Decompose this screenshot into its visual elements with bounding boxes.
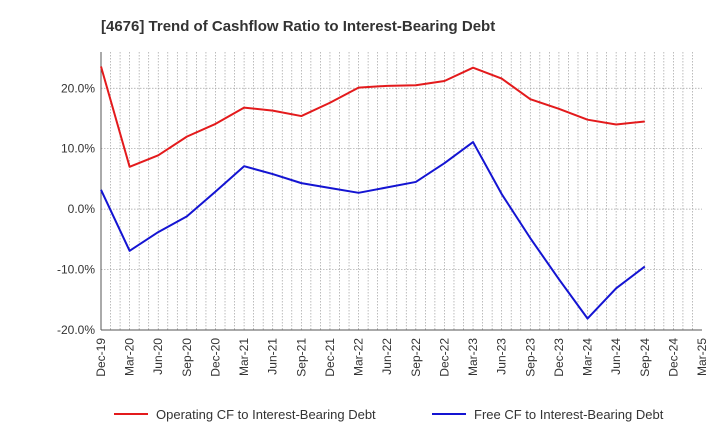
x-tick-label: Sep-20 [180,338,194,377]
x-tick-label: Sep-24 [638,338,652,377]
x-tick-label: Dec-19 [94,338,108,377]
y-tick-label: -20.0% [57,323,95,337]
plot-area [101,52,702,330]
x-tick-label: Dec-22 [437,338,451,377]
x-tick-label: Jun-23 [495,338,509,375]
x-tick-label: Sep-21 [294,338,308,377]
x-tick-label: Mar-25 [695,338,709,376]
x-tick-label: Mar-21 [237,338,251,376]
y-tick-label: -10.0% [57,263,95,277]
chart-title: [4676] Trend of Cashflow Ratio to Intere… [101,18,495,35]
grid [101,52,702,331]
series-line-1 [100,66,645,168]
x-tick-label: Sep-22 [409,338,423,377]
x-tick-label: Mar-22 [352,338,366,376]
series-line-2 [100,141,646,320]
x-tick-label: Dec-23 [552,338,566,377]
x-tick-label: Mar-24 [581,338,595,376]
x-tick-label: Jun-24 [609,338,623,375]
axes: -20.0% -10.0% 0.0% 10.0% 20.0% Dec-19 Mar-20 Ju… [57,52,709,377]
x-tick-label: Mar-20 [123,338,137,376]
x-tick-label: Sep-23 [523,338,537,377]
x-tick-label: Jun-22 [380,338,394,375]
x-tick-label: Dec-21 [323,338,337,377]
x-tick-label: Mar-23 [466,338,480,376]
series-group [100,66,646,320]
x-tick-label: Dec-24 [666,338,680,377]
x-tick-label: Dec-20 [208,338,222,377]
x-tick-label: Jun-20 [151,338,165,375]
y-tick-label: 20.0% [61,81,95,95]
y-tick-label: 10.0% [61,142,95,156]
y-tick-label: 0.0% [68,202,96,216]
legend-label-1: Operating CF to Interest-Bearing Debt [156,407,376,422]
legend-label-2: Free CF to Interest-Bearing Debt [474,407,664,422]
legend: Operating CF to Interest-Bearing Debt Fre… [114,407,664,422]
x-tick-label: Jun-21 [266,338,280,375]
